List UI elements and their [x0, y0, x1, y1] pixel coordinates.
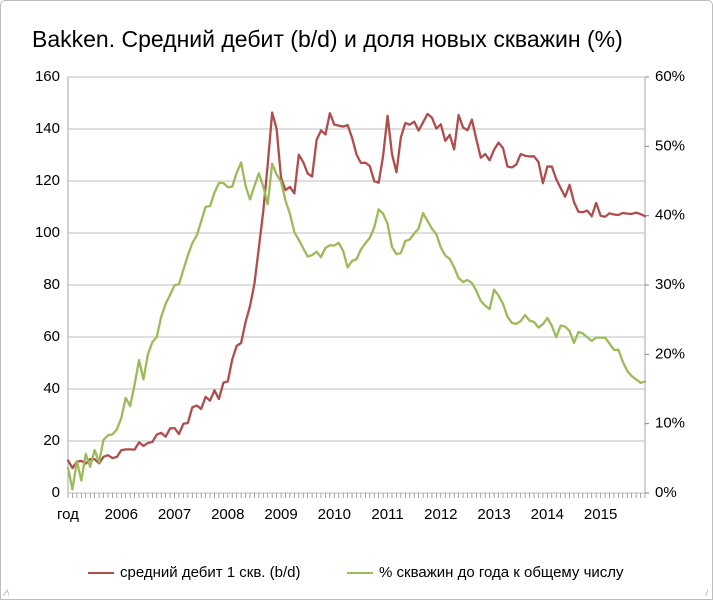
svg-text:160: 160: [35, 68, 60, 85]
svg-text:2010: 2010: [318, 506, 351, 523]
svg-text:120: 120: [35, 172, 60, 189]
svg-text:2009: 2009: [264, 506, 297, 523]
svg-text:30%: 30%: [655, 276, 685, 293]
svg-text:2012: 2012: [424, 506, 457, 523]
svg-text:140: 140: [35, 120, 60, 137]
svg-text:20: 20: [43, 432, 60, 449]
svg-text:2006: 2006: [105, 506, 138, 523]
svg-text:60: 60: [43, 328, 60, 345]
svg-text:50%: 50%: [655, 137, 685, 154]
svg-text:0%: 0%: [655, 484, 677, 501]
svg-text:40%: 40%: [655, 207, 685, 224]
svg-text:2013: 2013: [477, 506, 510, 523]
svg-text:0: 0: [52, 484, 60, 501]
svg-text:2007: 2007: [158, 506, 191, 523]
svg-text:год: год: [57, 506, 79, 523]
svg-text:2015: 2015: [584, 506, 617, 523]
svg-text:20%: 20%: [655, 345, 685, 362]
svg-text:10%: 10%: [655, 415, 685, 432]
svg-text:2014: 2014: [531, 506, 564, 523]
svg-text:80: 80: [43, 276, 60, 293]
svg-text:2008: 2008: [211, 506, 244, 523]
svg-text:2011: 2011: [371, 506, 403, 523]
svg-text:40: 40: [43, 380, 60, 397]
svg-text:60%: 60%: [655, 68, 685, 85]
svg-text:100: 100: [35, 224, 60, 241]
